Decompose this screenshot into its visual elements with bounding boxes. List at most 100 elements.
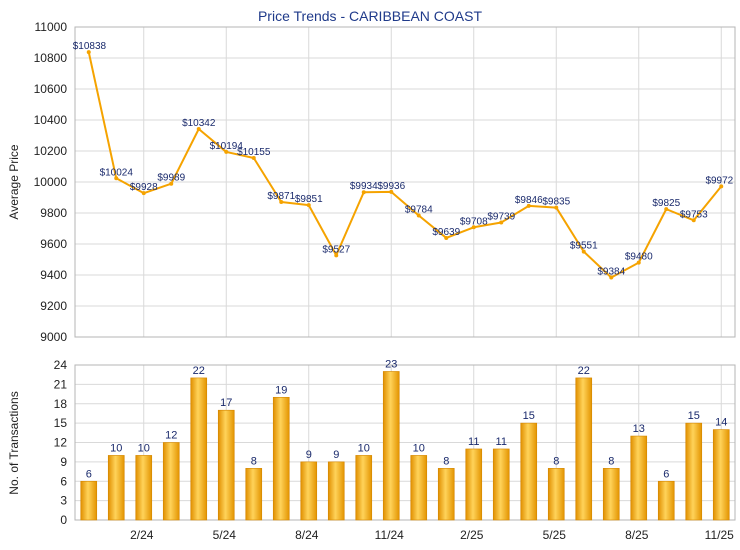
price-point	[416, 213, 421, 218]
price-axis-title: Average Price	[7, 144, 21, 219]
transactions-data-label: 13	[633, 423, 645, 435]
transactions-y-tick: 24	[54, 358, 68, 372]
price-point	[719, 184, 724, 189]
price-point	[114, 176, 119, 181]
price-data-label: $10155	[237, 147, 271, 158]
price-point	[389, 189, 394, 194]
transactions-axis-title: No. of Transactions	[7, 391, 21, 494]
transactions-data-label: 6	[86, 468, 92, 480]
price-point	[444, 235, 449, 240]
price-y-tick: 11000	[35, 20, 68, 34]
price-data-label: $9708	[460, 216, 488, 227]
transactions-bar	[107, 455, 125, 521]
transactions-data-label: 23	[385, 358, 397, 370]
price-y-tick: 9600	[40, 237, 67, 251]
transactions-y-tick: 6	[60, 474, 67, 488]
price-point	[499, 220, 504, 225]
transactions-y-tick: 18	[54, 397, 68, 411]
price-data-label: $9639	[432, 227, 460, 238]
transactions-bar	[300, 461, 318, 521]
transactions-data-label: 15	[523, 410, 535, 422]
price-data-label: $9851	[295, 194, 323, 205]
price-line-panel: 9000 9200 9400 9600 9800 10000 10200 10400 10600…	[34, 20, 736, 344]
price-y-tick: 9400	[40, 268, 67, 282]
price-point	[196, 126, 201, 131]
transactions-bar	[327, 461, 345, 521]
price-data-label: $9846	[515, 195, 543, 206]
chart-title: Price Trends - CARIBBEAN COAST	[258, 8, 483, 24]
transactions-bar	[382, 371, 400, 521]
transactions-bar	[162, 442, 180, 521]
transactions-y-tick: 9	[60, 455, 67, 469]
price-data-label: $10024	[100, 167, 134, 178]
price-point	[664, 207, 669, 212]
transactions-data-label: 9	[306, 449, 312, 461]
price-data-label: $9825	[652, 198, 680, 209]
transactions-bar	[465, 448, 483, 521]
transactions-data-label: 8	[553, 455, 559, 467]
price-data-label: $9527	[322, 244, 350, 255]
transactions-bar	[547, 468, 565, 521]
x-tick-label: 8/25	[625, 528, 649, 542]
transactions-bar	[630, 435, 648, 521]
price-point	[251, 155, 256, 160]
price-y-tick: 9800	[40, 206, 67, 220]
transactions-y-tick: 12	[54, 436, 68, 450]
price-data-label: $10194	[210, 141, 244, 152]
x-tick-label: 11/25	[705, 528, 734, 542]
x-tick-label: 11/24	[375, 528, 404, 542]
price-y-tick: 9000	[40, 330, 67, 344]
price-data-label: $9480	[625, 252, 653, 263]
transactions-bar	[80, 480, 98, 521]
price-point	[361, 190, 366, 195]
price-point	[169, 181, 174, 186]
transactions-bar	[190, 377, 208, 521]
price-data-label: $9551	[570, 241, 598, 252]
transactions-y-tick: 0	[60, 513, 67, 527]
transactions-data-label: 22	[193, 365, 205, 377]
price-data-label: $9384	[597, 266, 625, 277]
price-data-label: $9753	[680, 209, 708, 220]
price-point	[224, 149, 229, 154]
price-data-label: $9784	[405, 204, 433, 215]
transactions-bar	[575, 377, 593, 521]
price-point	[581, 249, 586, 254]
price-series-line	[87, 51, 723, 279]
price-y-tick: 9200	[40, 299, 67, 313]
price-data-label: $9936	[377, 181, 405, 192]
x-tick-label: 2/24	[130, 528, 154, 542]
price-point	[609, 275, 614, 280]
transactions-data-label: 8	[443, 455, 449, 467]
price-point	[306, 203, 311, 208]
transactions-data-label: 10	[138, 442, 150, 454]
transactions-data-label: 8	[608, 455, 614, 467]
transactions-data-label: 17	[220, 397, 232, 409]
price-y-tick: 10400	[34, 113, 68, 127]
price-data-label: $9972	[705, 175, 733, 186]
transactions-data-label: 11	[468, 436, 479, 448]
price-data-label: $10342	[182, 118, 216, 129]
price-y-tick: 10800	[34, 51, 68, 65]
price-data-label: $9934	[350, 181, 378, 192]
transactions-bar	[602, 468, 620, 521]
transactions-data-label: 9	[333, 449, 339, 461]
transactions-data-label: 10	[413, 442, 425, 454]
transactions-data-label: 19	[275, 384, 287, 396]
transactions-bar	[685, 422, 703, 521]
price-plot-frame	[74, 26, 736, 338]
price-y-tick: 10600	[34, 82, 68, 96]
price-point	[636, 260, 641, 265]
price-point	[554, 205, 559, 210]
price-point	[691, 218, 696, 223]
transactions-y-tick: 15	[54, 416, 68, 430]
transactions-data-label: 12	[165, 430, 177, 442]
transactions-bar	[217, 409, 235, 521]
transactions-y-tick: 21	[54, 377, 68, 391]
price-point	[471, 225, 476, 230]
transactions-bar	[712, 429, 730, 521]
transactions-bar-panel: 0 3 6 9 12 15 18 21 24 2/24 5/24 8/24 11/24 2/25 5/25 8…	[54, 358, 736, 542]
price-point	[279, 199, 284, 204]
transactions-data-label: 10	[110, 442, 122, 454]
x-tick-label: 2/25	[460, 528, 484, 542]
